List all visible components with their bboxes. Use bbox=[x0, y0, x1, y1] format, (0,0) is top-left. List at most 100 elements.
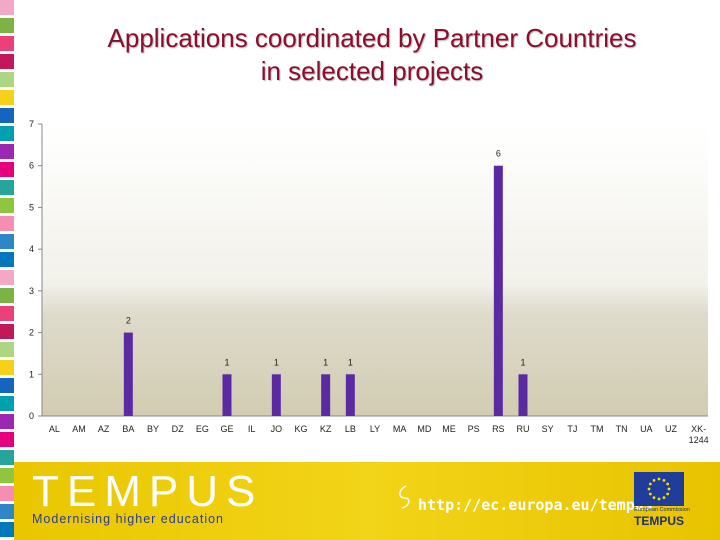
data-label: 6 bbox=[496, 149, 501, 159]
strip-block bbox=[0, 450, 14, 466]
strip-block bbox=[0, 360, 14, 376]
strip-block bbox=[0, 504, 14, 520]
strip-block bbox=[0, 252, 14, 268]
x-tick-label: ME bbox=[442, 424, 456, 434]
eu-star-icon bbox=[657, 477, 661, 481]
x-tick-label: LY bbox=[370, 424, 380, 434]
strip-block bbox=[0, 432, 14, 448]
x-tick-label: RS bbox=[492, 424, 505, 434]
bar-jo bbox=[271, 374, 281, 416]
strip-block bbox=[0, 198, 14, 214]
eu-star-icon bbox=[666, 492, 670, 496]
data-label: 1 bbox=[323, 357, 328, 367]
strip-block bbox=[0, 216, 14, 232]
strip-block bbox=[0, 342, 14, 358]
x-tick-label: AZ bbox=[98, 424, 110, 434]
strip-block bbox=[0, 18, 14, 34]
strip-block bbox=[0, 180, 14, 196]
y-tick-label: 2 bbox=[29, 328, 34, 338]
bar-chart: 0 1 2 3 4 5 6 7 AL AM AZ 2 BA BY DZ EG 1 GE IL 1 JO KG 1 KZ 1 LB… bbox=[29, 119, 709, 445]
x-tick-label: XK- bbox=[691, 424, 706, 434]
y-tick-label: 4 bbox=[29, 244, 34, 254]
title-line-1: Applications coordinated by Partner Coun… bbox=[107, 23, 637, 53]
eu-star-icon bbox=[652, 496, 656, 500]
strip-block bbox=[0, 486, 14, 502]
bar-ba bbox=[123, 332, 133, 416]
eu-flag-icon bbox=[634, 472, 684, 506]
x-tick-label: MD bbox=[417, 424, 431, 434]
x-tick-label: MA bbox=[393, 424, 407, 434]
strip-block bbox=[0, 0, 14, 16]
x-tick-label: TM bbox=[591, 424, 604, 434]
eu-star-icon bbox=[652, 478, 656, 482]
strip-block bbox=[0, 162, 14, 178]
x-tick-label: KG bbox=[294, 424, 307, 434]
strip-block bbox=[0, 378, 14, 394]
x-tick-label: RU bbox=[517, 424, 530, 434]
x-tick-label: DZ bbox=[172, 424, 184, 434]
tempus-tagline: Modernising higher education bbox=[32, 512, 224, 526]
strip-block bbox=[0, 36, 14, 52]
data-label: 2 bbox=[126, 316, 131, 326]
bar-lb bbox=[345, 374, 355, 416]
x-tick-label: EG bbox=[196, 424, 209, 434]
y-tick-label: 0 bbox=[29, 411, 34, 421]
swirl-icon bbox=[399, 485, 410, 509]
tempus-logo: TEMPUS bbox=[32, 467, 264, 516]
slide-title: Applications coordinated by Partner Coun… bbox=[40, 22, 704, 88]
y-tick-label: 7 bbox=[29, 119, 34, 129]
bar-rs bbox=[493, 165, 503, 416]
x-tick-label: AM bbox=[72, 424, 86, 434]
eu-star-icon bbox=[667, 487, 671, 491]
strip-block bbox=[0, 90, 14, 106]
footer-url-link[interactable]: http://ec.europa.eu/tempus bbox=[418, 496, 653, 514]
x-tick-label: BA bbox=[122, 424, 134, 434]
strip-block bbox=[0, 396, 14, 412]
strip-block bbox=[0, 234, 14, 250]
eu-tempus-label: TEMPUS bbox=[634, 514, 685, 528]
eu-star-icon bbox=[662, 496, 666, 500]
y-tick-label: 1 bbox=[29, 369, 34, 379]
x-tick-label: IL bbox=[248, 424, 256, 434]
strip-block bbox=[0, 522, 14, 538]
x-tick-label: LB bbox=[345, 424, 356, 434]
y-tick-label: 6 bbox=[29, 161, 34, 171]
decorative-color-strip bbox=[0, 0, 14, 540]
strip-block bbox=[0, 468, 14, 484]
eu-star-icon bbox=[648, 482, 652, 486]
plot-area bbox=[42, 124, 708, 416]
data-label: 1 bbox=[348, 357, 353, 367]
title-line-2: in selected projects bbox=[260, 56, 484, 86]
x-tick-label: AL bbox=[49, 424, 60, 434]
eu-star-icon bbox=[657, 497, 661, 501]
data-label: 1 bbox=[224, 357, 229, 367]
strip-block bbox=[0, 414, 14, 430]
strip-block bbox=[0, 108, 14, 124]
strip-block bbox=[0, 72, 14, 88]
x-tick-label: UZ bbox=[665, 424, 677, 434]
eu-star-icon bbox=[648, 492, 652, 496]
data-label: 1 bbox=[520, 357, 525, 367]
footer-banner: TEMPUS Modernising higher education http… bbox=[14, 462, 720, 540]
y-tick-label: 3 bbox=[29, 286, 34, 296]
strip-block bbox=[0, 306, 14, 322]
x-tick-label: TN bbox=[616, 424, 628, 434]
x-tick-label: SY bbox=[542, 424, 554, 434]
strip-block bbox=[0, 324, 14, 340]
bar-ge bbox=[222, 374, 232, 416]
x-tick-label: KZ bbox=[320, 424, 332, 434]
eu-commission-label: European Commission bbox=[634, 507, 690, 513]
eu-star-icon bbox=[666, 482, 670, 486]
data-label: 1 bbox=[274, 357, 279, 367]
strip-block bbox=[0, 288, 14, 304]
x-tick-label: BY bbox=[147, 424, 159, 434]
x-tick-label: JO bbox=[271, 424, 283, 434]
bar-ru bbox=[518, 374, 528, 416]
x-tick-label: TJ bbox=[567, 424, 577, 434]
eu-star-icon bbox=[662, 478, 666, 482]
strip-block bbox=[0, 54, 14, 70]
strip-block bbox=[0, 144, 14, 160]
bar-kz bbox=[321, 374, 331, 416]
y-tick-label: 5 bbox=[29, 202, 34, 212]
strip-block bbox=[0, 270, 14, 286]
